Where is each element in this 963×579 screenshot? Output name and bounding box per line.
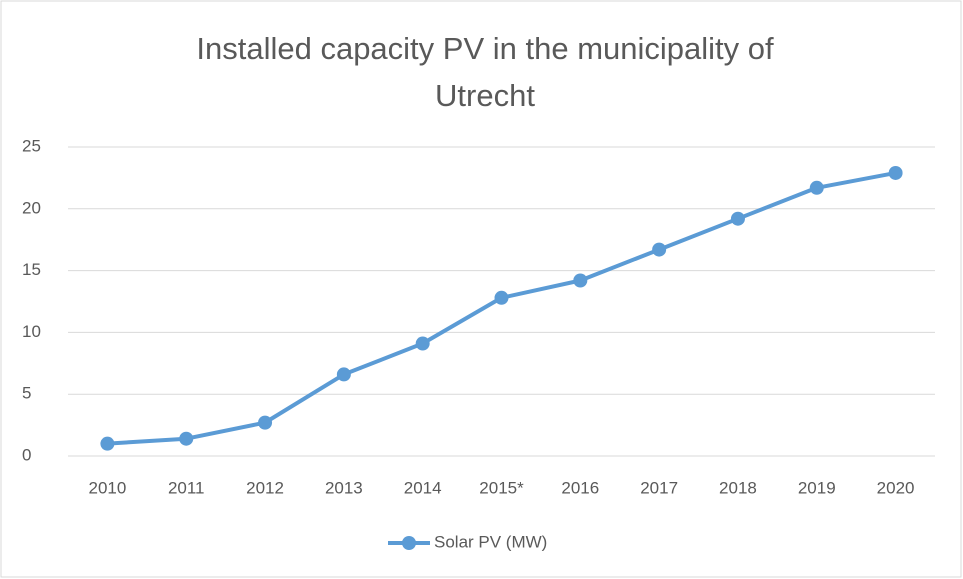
chart-title: Installed capacity PV in the municipalit…	[196, 31, 774, 113]
x-tick-label: 2018	[719, 478, 757, 497]
data-point	[888, 165, 903, 180]
x-tick-label: 2016	[561, 478, 599, 497]
x-tick-label: 2013	[325, 478, 363, 497]
x-tick-label: 2020	[877, 478, 915, 497]
x-tick-label: 2012	[246, 478, 284, 497]
data-point	[415, 336, 430, 351]
data-point	[336, 367, 351, 382]
data-point	[573, 273, 588, 288]
data-point	[494, 290, 509, 305]
legend-marker	[402, 536, 416, 550]
x-tick-label: 2017	[640, 478, 678, 497]
x-tick-label: 2019	[798, 478, 836, 497]
data-point	[652, 242, 667, 257]
x-tick-label: 2014	[404, 478, 442, 497]
data-point	[100, 436, 115, 451]
data-point	[809, 180, 824, 195]
legend-label: Solar PV (MW)	[434, 532, 547, 551]
x-tick-label: 2015*	[479, 478, 524, 497]
data-point	[179, 431, 194, 446]
y-tick-label: 5	[22, 384, 31, 403]
y-tick-label: 20	[22, 198, 41, 217]
y-tick-label: 25	[22, 136, 41, 155]
x-tick-label: 2010	[88, 478, 126, 497]
x-tick-label: 2011	[168, 478, 205, 497]
data-point	[730, 211, 745, 226]
y-tick-label: 10	[22, 322, 41, 341]
y-tick-label: 15	[22, 260, 41, 279]
y-tick-label: 0	[22, 445, 31, 464]
data-point	[258, 415, 273, 430]
